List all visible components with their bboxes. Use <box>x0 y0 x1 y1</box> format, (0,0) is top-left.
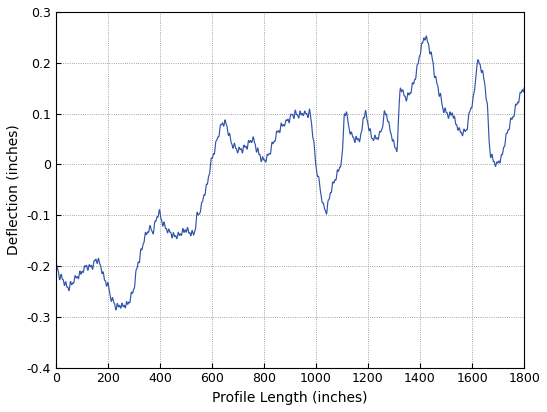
X-axis label: Profile Length (inches): Profile Length (inches) <box>212 391 368 405</box>
Y-axis label: Deflection (inches): Deflection (inches) <box>7 124 21 255</box>
